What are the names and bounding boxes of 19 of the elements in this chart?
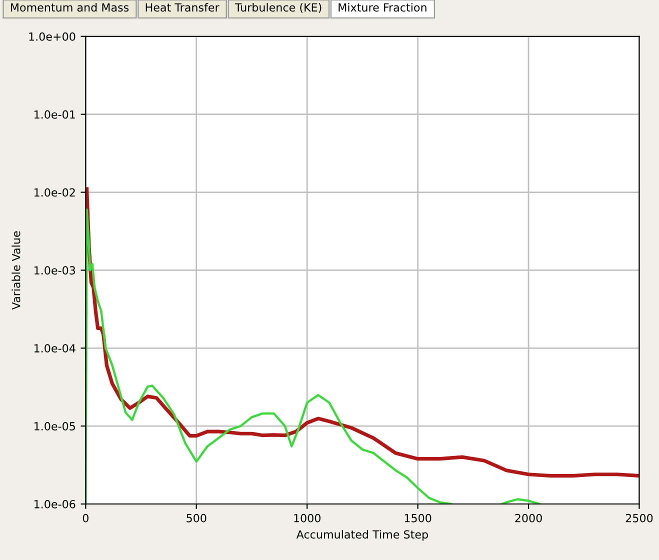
x-tick-label: 1000 [294,514,320,522]
x-tick-label: 2500 [626,514,653,522]
y-tick-label: 1.0e-03 [34,266,76,275]
text: Turbulence (KE) [234,3,322,13]
x-tick-label: 1500 [404,514,432,522]
x-tick-label: 2000 [515,514,542,522]
x-tick-label: 0 [82,514,88,522]
y-tick-label: 1.0e-01 [34,110,75,119]
y-tick-label: 1.0e-04 [34,344,76,353]
y-tick-label: 1.0e+00 [29,32,76,41]
y-tick-label: 1.0e-06 [34,500,76,508]
text: Mixture Fraction [338,3,426,12]
y-tick-label: 1.0e-05 [34,422,75,430]
y-tick-label: 1.0e-02 [34,188,75,197]
text: Heat Transfer [146,3,220,12]
x-tick-label: 500 [186,514,206,522]
y-axis-title: Variable Value [12,231,20,310]
x-axis-title: Accumulated Time Step [296,530,428,541]
text: Momentum and Mass [10,3,129,12]
